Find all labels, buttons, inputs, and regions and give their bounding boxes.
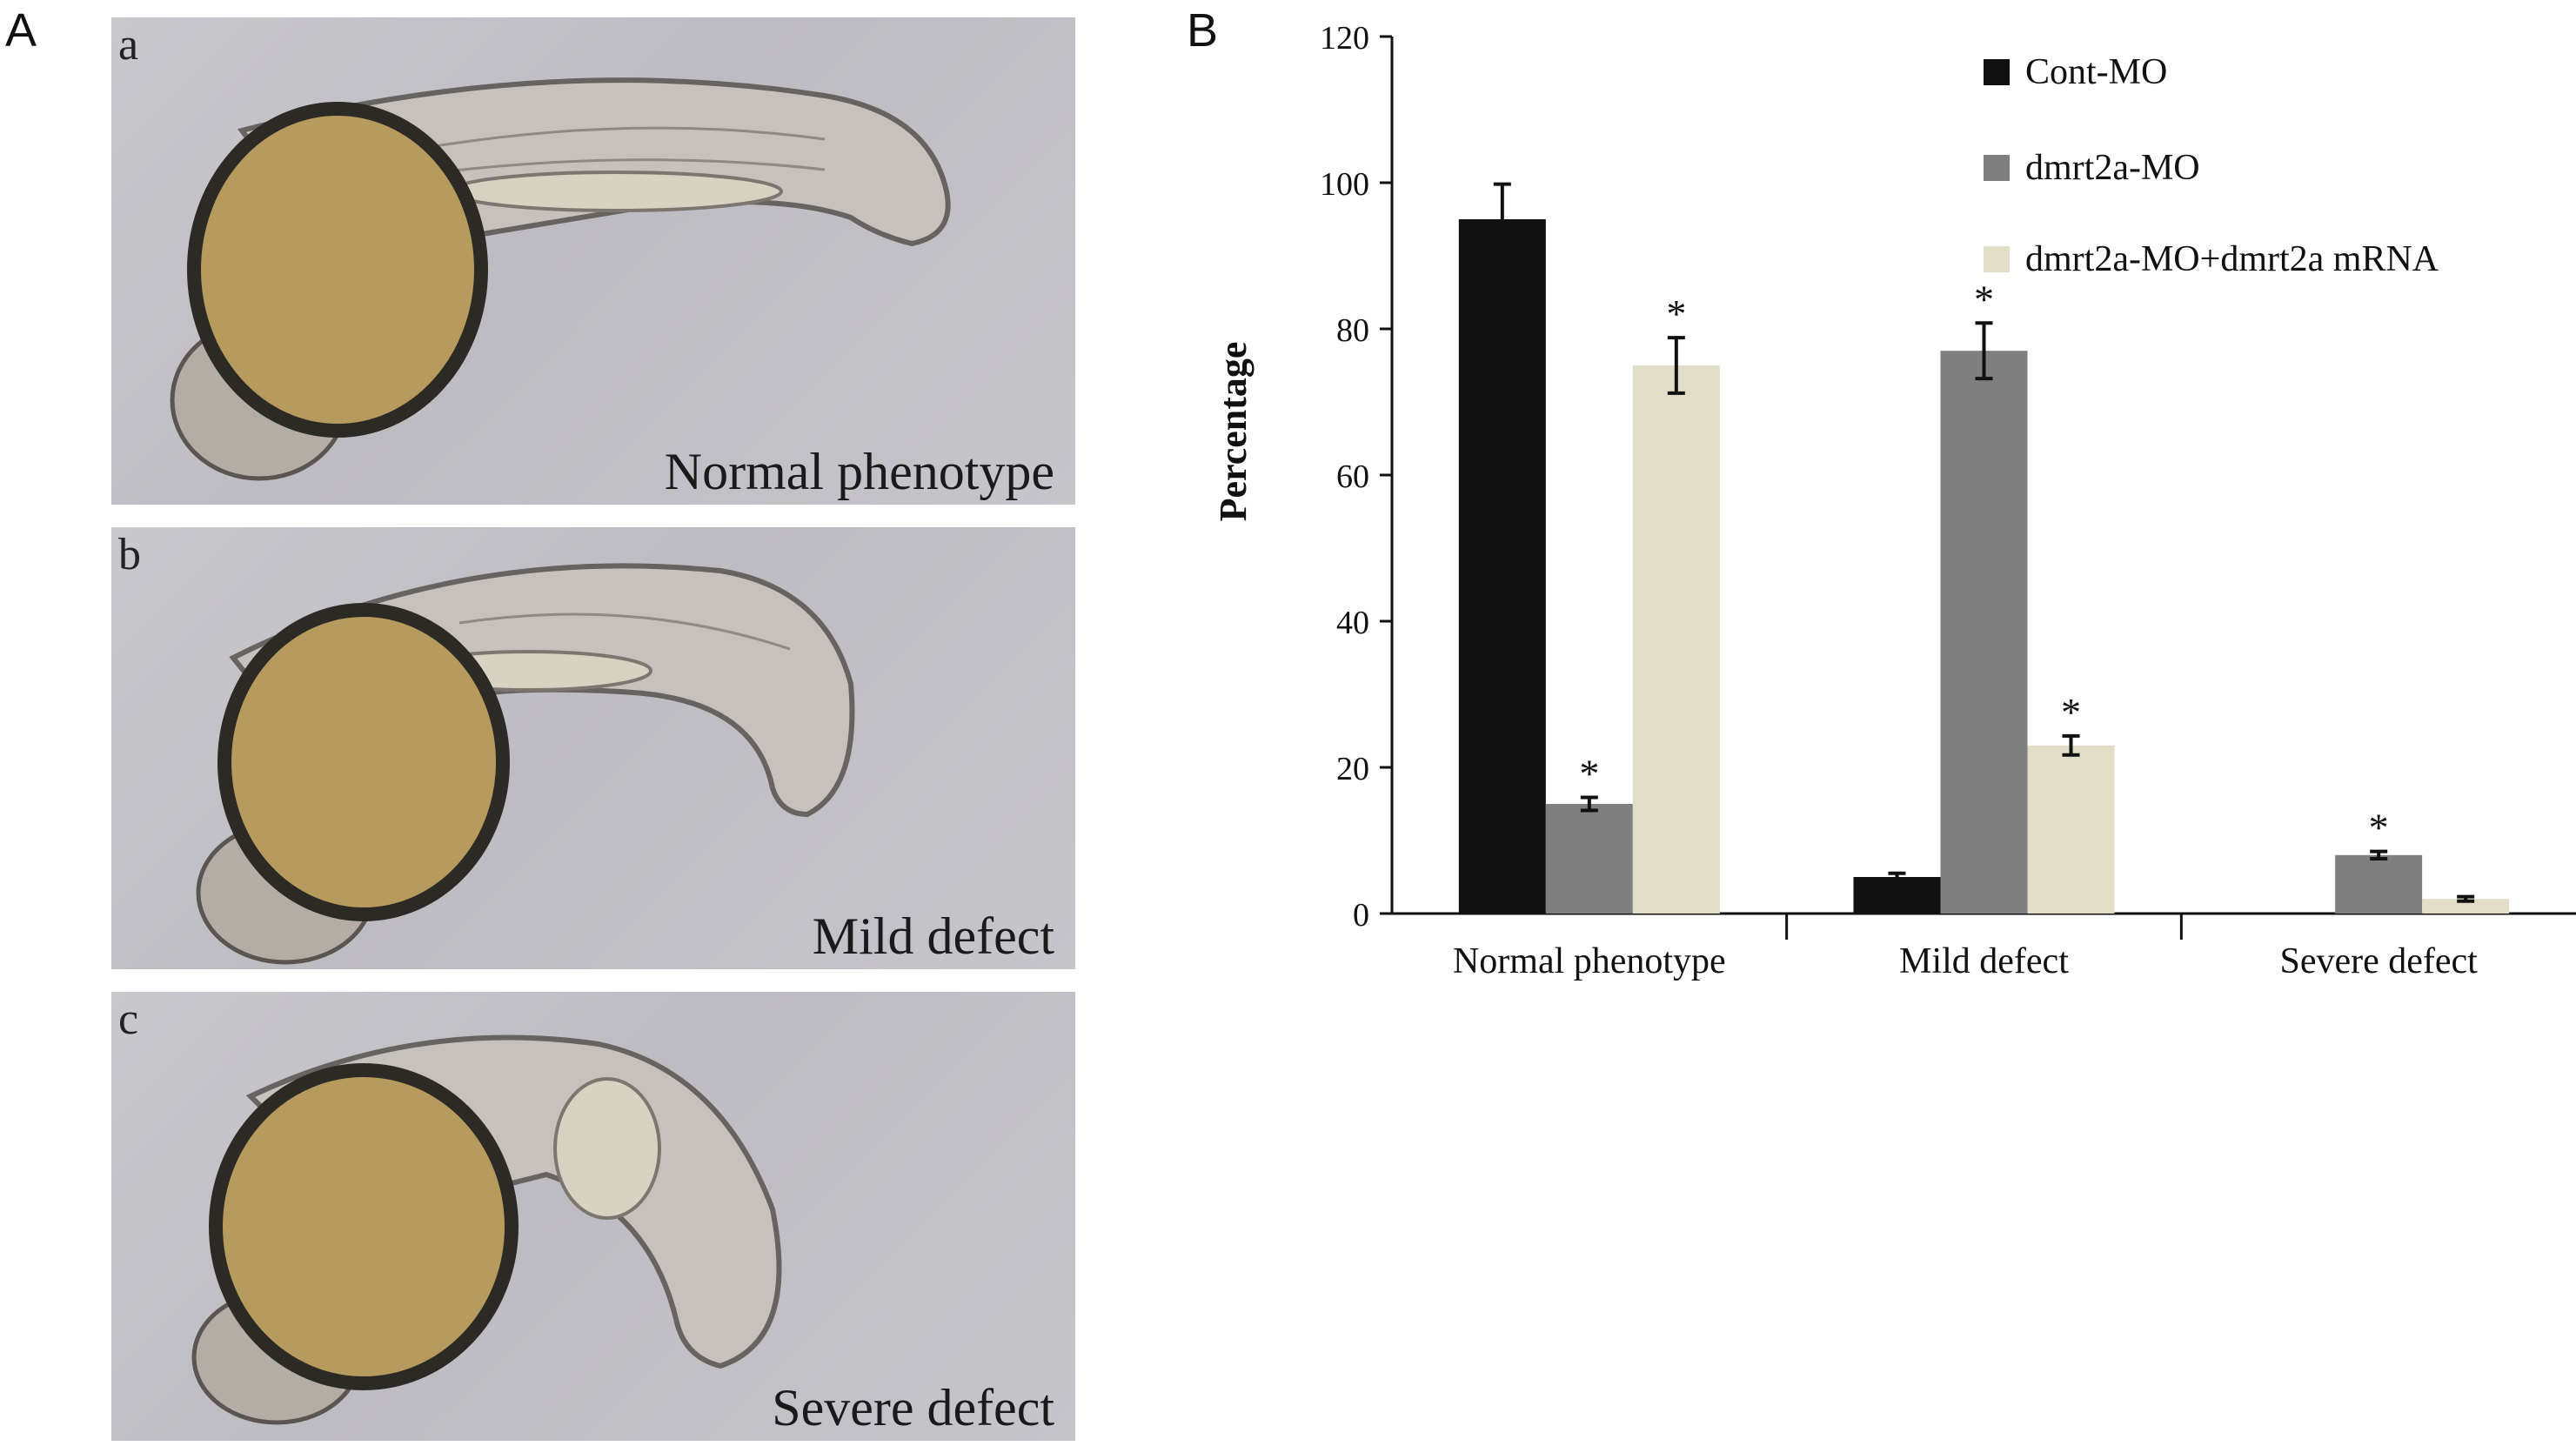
legend-label: dmrt2a-MO+dmrt2a mRNA bbox=[2025, 239, 2439, 279]
x-category-label: Mild defect bbox=[1899, 941, 2069, 981]
photo-letter-a: a bbox=[118, 20, 139, 70]
photo-letter-b: b bbox=[118, 530, 141, 579]
photo-letter-c: c bbox=[118, 994, 139, 1044]
y-tick-label: 0 bbox=[1353, 897, 1369, 934]
panel-a-letter: A bbox=[5, 4, 37, 57]
legend-label: dmrt2a-MO bbox=[2025, 148, 2200, 188]
photo-caption-severe: Severe defect bbox=[772, 1379, 1054, 1436]
embryo-photo-severe: c Severe defect bbox=[111, 992, 1075, 1441]
y-tick-label: 100 bbox=[1320, 166, 1369, 203]
y-tick-label: 80 bbox=[1336, 312, 1369, 349]
legend-swatch bbox=[1984, 155, 2010, 181]
embryo-illustration-normal bbox=[170, 77, 951, 481]
bar bbox=[2422, 899, 2510, 914]
y-tick-label: 120 bbox=[1320, 20, 1369, 57]
photo-caption-normal: Normal phenotype bbox=[664, 443, 1054, 500]
significance-asterisk: * bbox=[2061, 690, 2081, 734]
significance-asterisk: * bbox=[1974, 277, 1994, 321]
x-category-label: Severe defect bbox=[2279, 941, 2478, 981]
x-category-label: Normal phenotype bbox=[1453, 941, 1726, 981]
bar bbox=[2027, 745, 2115, 914]
significance-asterisk: * bbox=[2369, 806, 2389, 850]
y-tick-label: 40 bbox=[1336, 605, 1369, 641]
bar bbox=[2335, 854, 2423, 914]
significance-asterisk: * bbox=[1579, 751, 1599, 795]
legend-label: Cont-MO bbox=[2025, 52, 2167, 92]
legend-swatch bbox=[1984, 59, 2010, 85]
legend-swatch bbox=[1984, 246, 2010, 272]
bar-chart: 0 20 40 60 80 100 120 Percentage Normal phenotyp… bbox=[1212, 20, 2576, 981]
embryo-illustration-severe bbox=[191, 1034, 782, 1425]
bar bbox=[1632, 365, 1720, 914]
photo-caption-mild: Mild defect bbox=[812, 907, 1054, 965]
bar bbox=[1853, 877, 1941, 914]
y-tick-label: 60 bbox=[1336, 459, 1369, 495]
embryo-photo-normal: a Normal phenotype bbox=[111, 17, 1075, 505]
y-tick-label: 20 bbox=[1336, 751, 1369, 787]
significance-asterisk: * bbox=[1666, 291, 1686, 336]
embryo-photo-mild: b Mild defect bbox=[111, 527, 1075, 969]
embryo-illustration-mild bbox=[196, 563, 855, 965]
panel-b-letter: B bbox=[1187, 4, 1219, 57]
bar bbox=[1458, 219, 1546, 914]
y-axis-label: Percentage bbox=[1212, 342, 1255, 522]
bar bbox=[1545, 804, 1633, 914]
bar bbox=[1940, 351, 2028, 914]
